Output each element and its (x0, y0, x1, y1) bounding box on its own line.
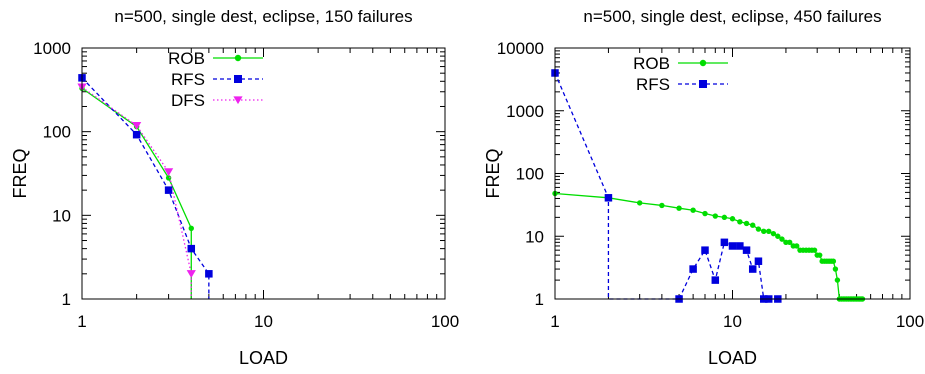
data-point-rob (761, 228, 767, 234)
data-point-dfs (163, 168, 174, 177)
x-tick-label: 10 (723, 312, 742, 331)
data-point-rob (729, 216, 736, 222)
chart-title-right: n=500, single dest, eclipse, 450 failure… (583, 7, 881, 26)
legend-marker-rfs (234, 75, 242, 83)
y-tick-label: 10000 (497, 39, 544, 58)
legend-left: ROB RFS DFS (168, 49, 263, 110)
x-tick-label: 1 (77, 312, 86, 331)
data-point-rob (755, 226, 762, 232)
legend-item-rob: ROB (633, 54, 728, 73)
legend-item-rfs: RFS (636, 75, 728, 94)
x-axis-label-right: LOAD (708, 348, 757, 368)
data-point-rob (750, 222, 756, 228)
y-tick-label: 1000 (506, 102, 544, 121)
series-layer-right (551, 69, 866, 303)
x-tick-label: 100 (431, 312, 459, 331)
legend-item-dfs: DFS (171, 91, 263, 110)
data-point-rfs (736, 242, 744, 250)
series-line-rfs (81, 77, 210, 299)
data-point-rob (676, 205, 682, 211)
series-line-rfs (554, 72, 778, 300)
y-tick-label: 10 (52, 206, 71, 225)
series-rob (79, 85, 194, 299)
data-point-rfs (132, 130, 141, 139)
data-point-rfs (701, 246, 709, 254)
data-point-rob (737, 219, 743, 225)
data-point-rob (165, 175, 172, 181)
y-tick-label: 10 (525, 227, 544, 246)
data-point-rob (188, 225, 194, 231)
data-point-rob (636, 200, 643, 206)
chart-right: n=500, single dest, eclipse, 450 failure… (483, 7, 924, 368)
legend-label-rfs: RFS (636, 75, 670, 94)
series-line-dfs (81, 86, 192, 299)
data-point-rob (830, 258, 837, 264)
y-axis-label-left: FREQ (10, 148, 30, 198)
data-point-rob (779, 236, 785, 242)
x-axis-label-left: LOAD (239, 348, 288, 368)
ticks-left: 1 10 100 1 10 100 1000 (33, 39, 459, 331)
data-point-rfs (720, 238, 729, 247)
series-line-rob (81, 87, 192, 299)
data-point-rob (721, 214, 728, 221)
data-point-rob (794, 243, 800, 249)
data-point-rob (659, 202, 665, 209)
chart-title-left: n=500, single dest, eclipse, 150 failure… (114, 7, 412, 26)
data-point-rfs (187, 244, 196, 253)
plot-frame-right (554, 47, 911, 300)
data-point-rob (702, 210, 708, 217)
legend-item-rob: ROB (168, 49, 263, 68)
y-tick-label: 100 (43, 123, 71, 142)
data-point-rfs (728, 242, 737, 250)
x-tick-label: 10 (254, 312, 273, 331)
data-point-rob (770, 230, 777, 237)
legend-item-rfs: RFS (171, 70, 263, 89)
x-tick-label: 1 (550, 312, 559, 331)
data-point-rob (811, 247, 818, 253)
legend-label-dfs: DFS (171, 91, 205, 110)
data-point-rfs (205, 270, 213, 278)
legend-label-rob: ROB (168, 49, 205, 68)
series-rob (552, 190, 866, 302)
plot-frame-left (81, 47, 446, 300)
data-point-rfs (604, 194, 613, 202)
data-point-rob (817, 252, 823, 258)
y-tick-label: 1 (535, 290, 544, 309)
data-point-dfs (132, 121, 142, 130)
y-axis-label-right: FREQ (483, 148, 503, 198)
data-point-rob (690, 207, 696, 213)
data-point-rob (832, 266, 839, 272)
legend-right: ROB RFS (633, 54, 728, 94)
data-point-rob (834, 277, 841, 283)
data-point-rob (712, 213, 718, 219)
data-point-rob (743, 220, 750, 227)
legend-marker-rob (699, 59, 707, 67)
data-point-rob (766, 228, 772, 234)
legend-marker-dfs (233, 96, 243, 105)
data-point-rfs (748, 265, 757, 273)
data-point-rob (786, 239, 793, 246)
legend-marker-rfs (699, 80, 707, 88)
data-point-rfs (742, 246, 751, 254)
legend-marker-rob (234, 54, 242, 62)
legend-label-rob: ROB (633, 54, 670, 73)
legend-label-rfs: RFS (171, 70, 205, 89)
data-point-rfs (754, 257, 763, 265)
y-tick-label: 100 (516, 165, 544, 184)
x-tick-label: 100 (896, 312, 924, 331)
y-tick-label: 1 (62, 290, 71, 309)
data-point-rfs (711, 276, 720, 284)
data-point-dfs (186, 270, 196, 278)
y-tick-label: 1000 (33, 39, 71, 58)
data-point-rfs (689, 265, 697, 273)
series-dfs (77, 83, 196, 299)
series-line-rob (554, 192, 863, 300)
ticks-right: 1 10 100 1 10 100 1000 10000 (497, 39, 924, 331)
data-point-rob (783, 239, 789, 246)
data-point-rfs (164, 186, 173, 194)
series-rfs (551, 69, 782, 303)
chart-left: n=500, single dest, eclipse, 150 failure… (10, 7, 459, 368)
data-point-rob (775, 233, 781, 239)
